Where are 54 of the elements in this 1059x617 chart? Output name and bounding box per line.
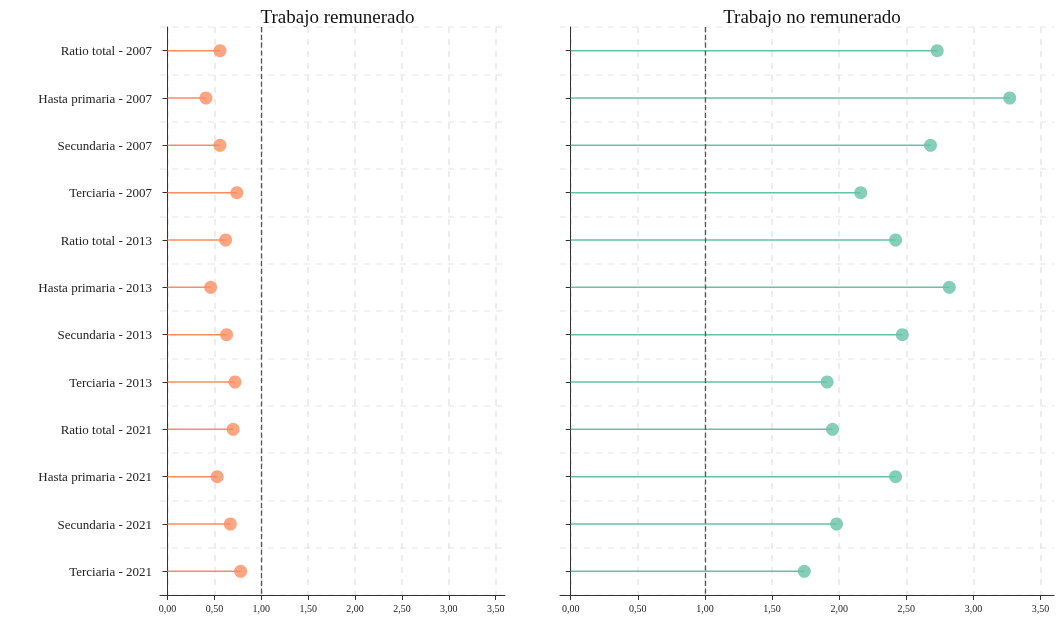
point	[230, 186, 244, 200]
x-tick-label: 1,00	[252, 602, 270, 614]
chart-title: Trabajo remunerado	[260, 6, 415, 27]
y-tick-label: Terciaria - 2007	[69, 185, 153, 201]
point	[942, 280, 956, 294]
point	[1003, 91, 1017, 105]
y-tick-label: Ratio total - 2013	[60, 232, 152, 248]
point	[210, 470, 224, 484]
y-tick-label: Terciaria - 2013	[69, 374, 152, 390]
y-tick-label: Ratio total - 2021	[60, 421, 152, 437]
x-tick-label: 1,00	[696, 602, 714, 614]
x-tick-label: 2,50	[897, 602, 916, 614]
x-tick-label: 3,50	[486, 602, 505, 614]
point	[213, 138, 227, 152]
y-tick-label: Secundaria - 2013	[57, 327, 152, 343]
point	[234, 564, 248, 578]
point	[889, 470, 903, 484]
point	[930, 44, 944, 58]
point	[226, 422, 240, 436]
chart-title: Trabajo no remunerado	[723, 6, 901, 27]
x-tick-label: 1,50	[299, 602, 317, 614]
point	[797, 564, 811, 578]
point	[820, 375, 834, 389]
y-tick-label: Hasta primaria - 2021	[38, 469, 152, 485]
point	[895, 328, 909, 342]
y-tick-label: Secundaria - 2007	[57, 137, 153, 153]
point	[889, 233, 903, 247]
point	[228, 375, 242, 389]
x-tick-label: 0,00	[561, 602, 580, 614]
point	[830, 517, 844, 531]
point	[223, 517, 237, 531]
point	[826, 422, 840, 436]
x-tick-label: 0,00	[158, 602, 177, 614]
x-tick-label: 3,50	[1031, 602, 1050, 614]
x-tick-label: 0,50	[205, 602, 224, 614]
y-tick-label: Hasta primaria - 2013	[38, 279, 152, 295]
x-tick-label: 0,50	[629, 602, 647, 614]
x-tick-label: 3,00	[440, 602, 458, 614]
x-tick-label: 2,00	[830, 602, 848, 614]
point	[219, 233, 233, 247]
x-tick-label: 2,50	[393, 602, 411, 614]
x-tick-label: 2,00	[346, 602, 364, 614]
point	[199, 91, 213, 105]
point	[213, 44, 227, 58]
point	[204, 280, 218, 294]
y-tick-label: Terciaria - 2021	[69, 563, 152, 579]
x-tick-label: 1,50	[763, 602, 781, 614]
y-tick-label: Ratio total - 2007	[60, 43, 153, 59]
point	[924, 138, 937, 152]
x-tick-label: 3,00	[964, 602, 983, 614]
y-tick-label: Secundaria - 2021	[57, 516, 152, 532]
y-tick-label: Hasta primaria - 2007	[38, 90, 153, 106]
point	[854, 186, 868, 200]
point	[220, 328, 234, 342]
